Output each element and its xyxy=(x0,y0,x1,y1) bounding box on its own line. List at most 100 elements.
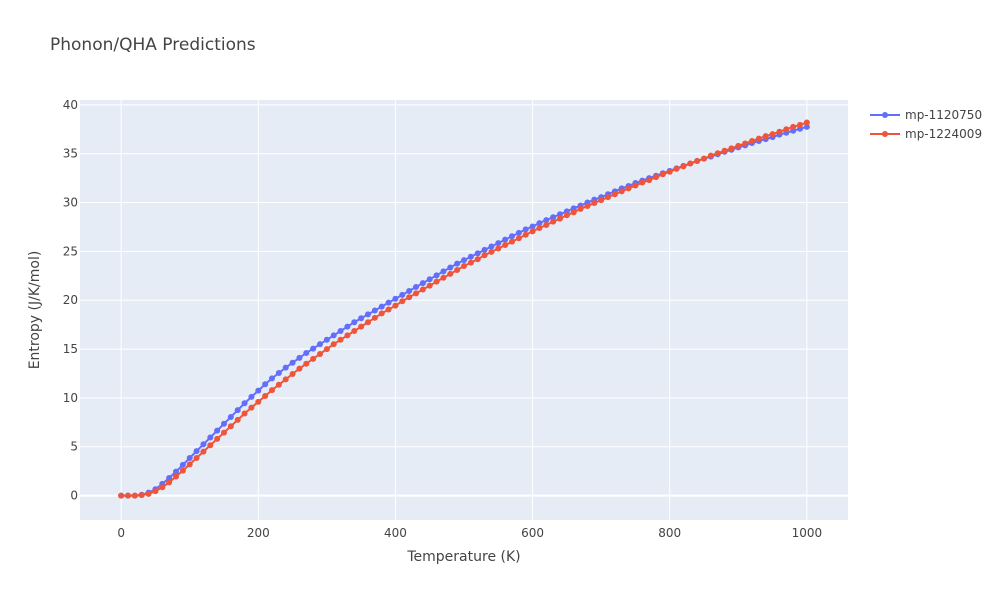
data-point xyxy=(323,336,330,343)
data-point xyxy=(385,306,392,313)
data-point xyxy=(131,492,138,499)
data-point xyxy=(214,427,221,434)
data-point xyxy=(330,332,337,339)
data-point xyxy=(166,475,173,481)
data-point xyxy=(790,123,797,130)
y-tick-labels: 0 5 10 15 20 25 30 35 40 xyxy=(63,98,78,503)
data-point xyxy=(262,392,269,399)
data-point xyxy=(371,307,378,314)
data-point xyxy=(419,280,426,287)
legend-label: mp-1120750 xyxy=(905,108,982,122)
data-point xyxy=(707,152,714,159)
data-point xyxy=(605,194,611,201)
data-point xyxy=(529,228,536,235)
data-point xyxy=(303,360,310,367)
data-point xyxy=(269,387,275,394)
data-point xyxy=(173,468,179,475)
data-point xyxy=(337,328,344,334)
data-point xyxy=(625,185,632,192)
data-point xyxy=(193,454,200,461)
data-point xyxy=(323,346,330,353)
data-point xyxy=(543,222,550,229)
data-point xyxy=(248,393,255,400)
data-point xyxy=(646,177,653,184)
data-point xyxy=(234,416,241,423)
data-point xyxy=(474,250,481,257)
data-point xyxy=(269,375,275,382)
data-point xyxy=(797,121,803,128)
y-tick-label: 5 xyxy=(70,440,78,454)
data-point xyxy=(365,319,371,326)
x-tick-label: 600 xyxy=(521,526,544,540)
y-tick-label: 20 xyxy=(63,293,78,307)
legend-marker xyxy=(882,131,888,137)
data-point xyxy=(227,423,234,430)
data-point xyxy=(749,138,755,145)
data-point xyxy=(234,407,241,414)
data-point xyxy=(200,448,207,455)
data-point xyxy=(399,291,406,298)
legend-marker xyxy=(882,112,888,118)
data-point xyxy=(166,479,173,486)
data-point xyxy=(440,268,447,275)
data-point xyxy=(358,315,365,322)
x-tick-labels: 0 200 400 600 800 1000 xyxy=(117,526,822,540)
data-point xyxy=(502,236,509,243)
data-point xyxy=(454,260,461,267)
data-point xyxy=(447,264,454,271)
data-point xyxy=(310,355,317,362)
data-point xyxy=(426,276,433,283)
data-point xyxy=(447,270,454,277)
y-tick-label: 10 xyxy=(63,391,78,405)
data-point xyxy=(392,302,399,309)
legend[interactable]: mp-1120750 mp-1224009 xyxy=(870,108,982,141)
data-point xyxy=(673,165,680,172)
data-point xyxy=(310,345,317,352)
data-point xyxy=(577,205,584,212)
legend-item[interactable]: mp-1120750 xyxy=(870,108,982,122)
data-point xyxy=(371,314,378,321)
data-point xyxy=(529,223,536,230)
data-point xyxy=(728,145,735,152)
data-point xyxy=(179,461,186,468)
data-point xyxy=(536,220,543,227)
data-point xyxy=(591,200,598,207)
data-point xyxy=(618,188,625,195)
data-point xyxy=(762,133,769,140)
data-point xyxy=(687,160,694,167)
data-point xyxy=(502,242,509,249)
data-point xyxy=(221,420,227,427)
data-point xyxy=(803,119,810,126)
data-point xyxy=(241,400,248,407)
data-point xyxy=(714,150,721,157)
data-point xyxy=(509,238,515,245)
data-point xyxy=(522,226,529,233)
data-point xyxy=(152,488,159,495)
data-point xyxy=(481,246,488,253)
data-point xyxy=(241,410,248,417)
y-tick-label: 35 xyxy=(63,147,78,161)
data-point xyxy=(461,257,467,264)
data-point xyxy=(550,218,557,225)
y-tick-label: 0 xyxy=(70,489,78,503)
data-point xyxy=(193,448,200,455)
data-point xyxy=(776,128,783,135)
y-tick-label: 25 xyxy=(63,244,78,258)
data-point xyxy=(138,492,145,499)
data-point xyxy=(550,214,557,221)
data-point xyxy=(440,274,447,281)
data-point xyxy=(351,319,358,326)
data-point xyxy=(481,252,488,259)
data-point xyxy=(179,467,186,474)
data-point xyxy=(289,359,296,366)
data-point xyxy=(509,233,515,240)
legend-label: mp-1224009 xyxy=(905,127,982,141)
data-point xyxy=(125,492,131,499)
data-point xyxy=(598,197,605,204)
data-point xyxy=(611,191,618,198)
legend-item[interactable]: mp-1224009 xyxy=(870,127,982,141)
data-point xyxy=(735,142,742,149)
data-point xyxy=(426,282,433,289)
data-point xyxy=(522,231,529,238)
data-point xyxy=(742,140,749,147)
